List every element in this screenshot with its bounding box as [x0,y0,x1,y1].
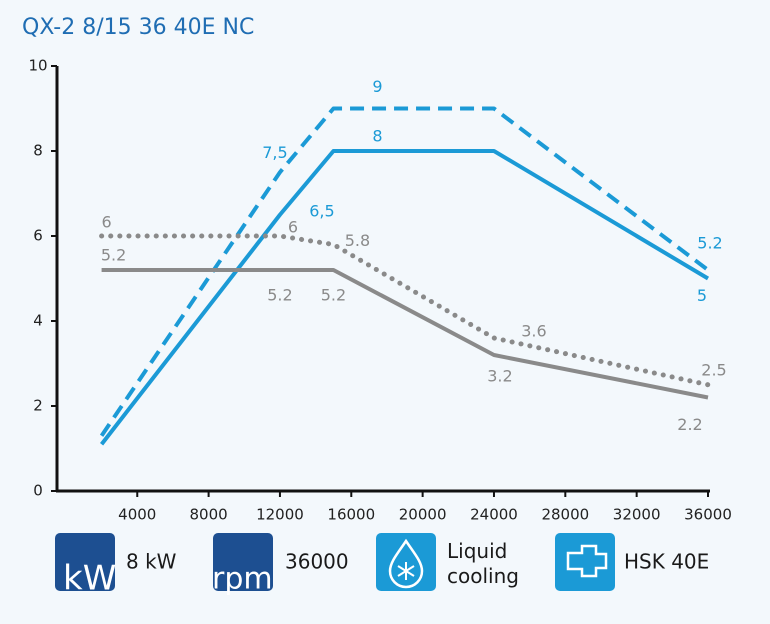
x-tick-label: 12000 [256,506,304,524]
data-label: 6 [288,218,298,237]
feature-label-line: cooling [447,564,519,588]
x-tick-label: 16000 [327,506,375,524]
data-label: 5 [697,286,707,305]
feature-label: Liquid [447,539,507,563]
series-line [101,268,709,400]
series-line [99,106,710,437]
icon-box [555,533,615,591]
data-label: 9 [372,77,382,96]
data-label: 6 [101,213,111,232]
x-tick-label: 36000 [684,506,732,524]
icon-box [213,533,273,591]
data-label: 5.8 [345,231,370,250]
data-label: 2.5 [701,360,726,379]
y-tick-label: 6 [33,227,43,245]
x-tick-label: 8000 [190,506,228,524]
feature-label: 8 kW [126,550,177,574]
y-tick-label: 0 [33,482,43,500]
feature-label: cooling [447,564,519,588]
feature-hsk: HSK 40E [555,533,709,591]
feature-label-line: Liquid [447,539,507,563]
y-tick-label: 4 [33,312,43,330]
data-label: 2.2 [677,415,702,434]
data-label: 5.2 [101,246,126,265]
feature-cooling: Liquid cooling [376,533,519,591]
tool-icon [566,544,608,578]
feature-rpm: rpm 36000 [212,533,349,597]
feature-label: HSK 40E [624,550,709,574]
data-label: 8 [372,127,382,146]
data-label: 3.6 [521,322,546,341]
data-label: 7,5 [262,143,287,162]
x-tick-label: 20000 [399,506,447,524]
data-label: 6,5 [309,201,334,220]
data-label: 5.2 [267,286,292,305]
x-tick-label: 24000 [470,506,518,524]
plot-area: 0 2 4 6 8 10 4000 8000 12000 16000 20000 24000 28000… [28,57,731,524]
icon-text: kW [63,559,116,599]
data-label: 3.2 [487,367,512,386]
feature-label: 36000 [285,550,349,574]
snowflake-icon [397,562,415,580]
y-tick-label: 10 [28,57,47,75]
feature-kw: kW 8 kW [55,533,177,599]
series-line [100,149,710,446]
x-tick-label: 4000 [118,506,156,524]
data-label: 5.2 [697,234,722,253]
y-tick-label: 2 [33,397,43,415]
data-label: 5.2 [321,286,346,305]
series-line [99,233,711,388]
drop-icon [388,538,424,589]
x-tick-label: 28000 [541,506,589,524]
icon-box [55,533,115,591]
y-tick-label: 8 [33,142,43,160]
icon-text: rpm [212,562,273,597]
x-tick-label: 32000 [613,506,661,524]
chart-title: QX-2 8/15 36 40E NC [22,15,254,40]
